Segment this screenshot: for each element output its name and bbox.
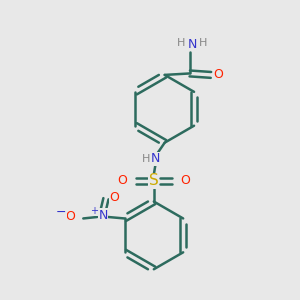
Text: +: + [90, 206, 98, 215]
Text: O: O [117, 174, 127, 188]
Text: N: N [151, 152, 160, 165]
Text: O: O [180, 174, 190, 188]
Text: O: O [213, 68, 223, 81]
Text: O: O [65, 211, 75, 224]
Text: H: H [199, 38, 207, 48]
Text: N: N [188, 38, 197, 50]
Text: −: − [56, 206, 66, 218]
Text: O: O [109, 191, 119, 204]
Text: H: H [142, 154, 150, 164]
Text: H: H [177, 38, 186, 48]
Text: S: S [149, 173, 159, 188]
Text: N: N [98, 209, 108, 222]
